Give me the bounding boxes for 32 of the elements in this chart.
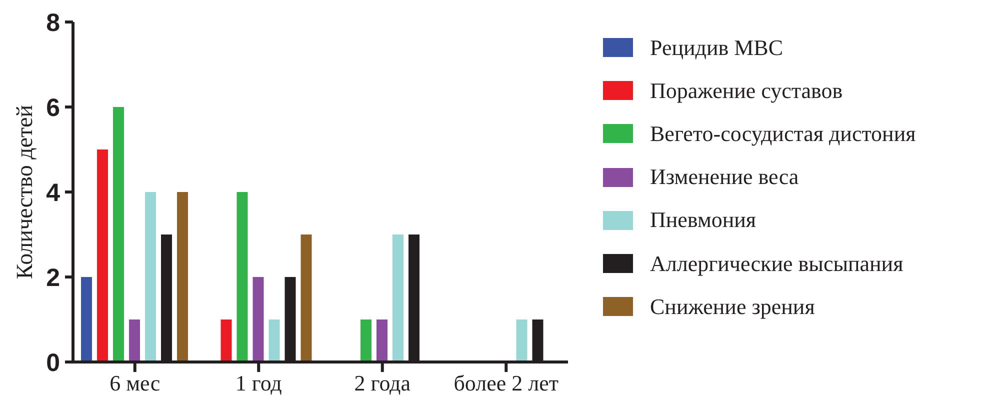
- legend-label: Пневмония: [650, 207, 756, 234]
- bar: [145, 192, 156, 362]
- bar: [97, 150, 108, 362]
- legend-label: Аллергические высыпания: [650, 250, 904, 277]
- bar: [516, 320, 528, 362]
- y-tick-label: 8: [46, 8, 60, 37]
- bar: [360, 320, 372, 362]
- bar: [129, 320, 140, 362]
- bar: [376, 320, 388, 362]
- bar: [268, 320, 280, 362]
- bar: [236, 192, 248, 362]
- legend-label: Поражение суставов: [650, 78, 843, 104]
- bar: [113, 107, 124, 362]
- y-tick-label: 6: [46, 94, 60, 122]
- y-tick-label: 0: [46, 348, 60, 377]
- x-tick-label: 6 мес: [110, 370, 160, 396]
- bar: [81, 277, 92, 362]
- bar: [392, 234, 404, 362]
- y-tick-label: 4: [46, 178, 60, 207]
- legend-label: Вегето-сосудистая дистония: [650, 120, 916, 147]
- bar: [300, 234, 312, 362]
- x-tick-label: более 2 лет: [454, 370, 559, 396]
- legend-label: Рецидив МВС: [650, 34, 784, 61]
- y-axis-title: Количество детей: [12, 104, 36, 280]
- x-tick-label: 1 год: [235, 370, 282, 396]
- x-tick-label: 2 года: [354, 370, 411, 396]
- y-tick-label: 2: [46, 264, 60, 292]
- bar: [252, 277, 264, 362]
- bar: [220, 320, 232, 362]
- bar: [177, 192, 188, 362]
- legend-label: Изменение веса: [650, 164, 799, 190]
- legend-label: Снижение зрения: [650, 294, 815, 320]
